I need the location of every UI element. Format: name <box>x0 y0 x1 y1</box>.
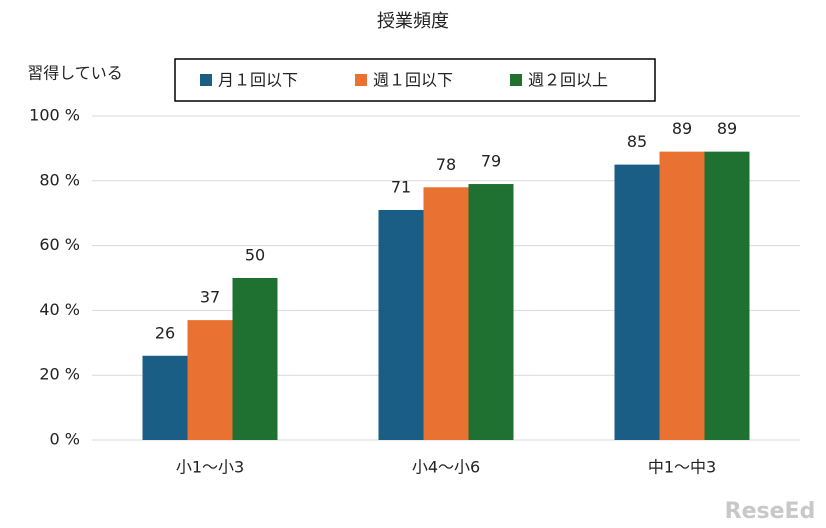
data-label: 78 <box>436 155 456 174</box>
data-label: 89 <box>672 119 692 138</box>
y-tick-label: 0 % <box>50 430 80 449</box>
y-tick-label: 40 % <box>39 300 80 319</box>
bar <box>142 355 188 440</box>
y-tick-label: 100 % <box>29 106 80 125</box>
y-axis-label: 習得している <box>27 64 123 83</box>
y-tick-label: 60 % <box>39 235 80 254</box>
legend-swatch <box>200 74 212 86</box>
data-label: 85 <box>627 132 647 151</box>
legend-swatch <box>355 74 367 86</box>
legend-label: 週１回以下 <box>373 71 453 90</box>
data-label: 79 <box>481 152 501 171</box>
bar <box>704 151 750 440</box>
bar <box>232 278 278 440</box>
legend-label: 月１回以下 <box>218 71 298 90</box>
x-tick-label: 小4～小6 <box>412 458 480 477</box>
data-label: 37 <box>200 288 220 307</box>
watermark: ReseEd <box>725 499 816 524</box>
legend-label: 週２回以上 <box>528 71 608 90</box>
chart-title: 授業頻度 <box>377 11 449 32</box>
bar <box>659 151 705 440</box>
y-tick-label: 20 % <box>39 365 80 384</box>
data-label: 26 <box>155 323 175 342</box>
bar <box>614 164 660 440</box>
x-tick-label: 中1～中3 <box>648 458 716 477</box>
data-label: 89 <box>717 119 737 138</box>
bar <box>187 320 233 440</box>
y-tick-label: 80 % <box>39 170 80 189</box>
bar <box>378 209 424 440</box>
bar <box>423 187 469 440</box>
legend-swatch <box>510 74 522 86</box>
bar <box>468 184 514 440</box>
legend-box <box>174 58 656 102</box>
data-label: 71 <box>391 177 411 196</box>
data-label: 50 <box>245 246 265 265</box>
x-tick-label: 小1～小3 <box>176 458 244 477</box>
